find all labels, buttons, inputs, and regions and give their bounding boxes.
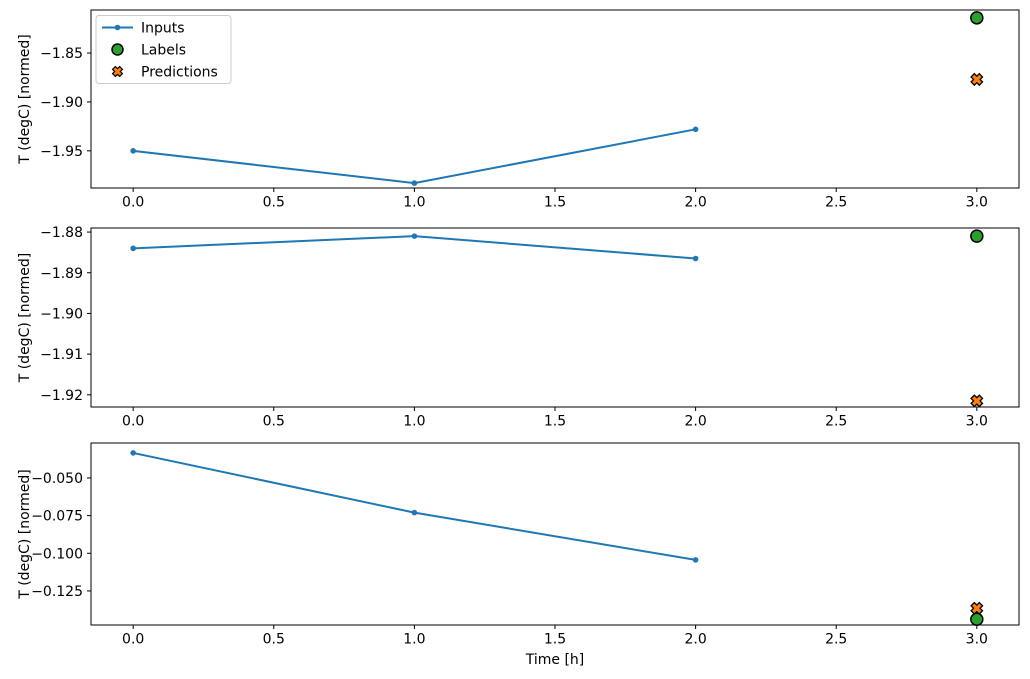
x-tick-label: 2.5 bbox=[825, 195, 847, 211]
x-tick-label: 2.5 bbox=[825, 632, 847, 648]
x-tick-label: 3.0 bbox=[966, 632, 988, 648]
labels-marker bbox=[970, 229, 984, 243]
y-tick-label: −0.050 bbox=[31, 471, 83, 487]
inputs-marker bbox=[692, 255, 699, 262]
x-tick-label: 2.0 bbox=[684, 195, 706, 211]
x-tick-label: 2.5 bbox=[825, 414, 847, 430]
inputs-line bbox=[132, 451, 696, 561]
legend: Inputs Labels Predictions bbox=[95, 15, 232, 84]
y-tick-label: −1.90 bbox=[40, 95, 83, 111]
labels-marker bbox=[970, 11, 984, 25]
x-tick-label: 3.0 bbox=[966, 414, 988, 430]
inputs-line bbox=[133, 235, 696, 260]
x-tick-label: 1.5 bbox=[544, 414, 566, 430]
x-axis-label: Time [h] bbox=[525, 652, 585, 668]
y-axis-label: T (degC) [normed] bbox=[17, 469, 33, 600]
inputs-marker bbox=[692, 557, 699, 563]
legend-inputs-dot bbox=[114, 24, 121, 31]
subplot-1: 0.0 0.5 1.0 1.5 2.0 2.5 3.0 −1.85 −1.90 −1.95 T (d… bbox=[17, 9, 1020, 211]
y-tick-label: −1.90 bbox=[40, 306, 83, 322]
x-tick-label: 0.5 bbox=[263, 632, 285, 648]
inputs-marker bbox=[411, 180, 418, 186]
y-axis-label: T (degC) [normed] bbox=[17, 253, 33, 384]
predictions-marker bbox=[970, 72, 984, 87]
predictions-marker bbox=[970, 601, 984, 615]
legend-label: Predictions bbox=[141, 65, 218, 81]
legend-predictions-sample bbox=[111, 65, 124, 78]
x-tick-label: 0.0 bbox=[122, 195, 144, 211]
x-tick-label: 1.0 bbox=[403, 414, 425, 430]
labels-marker bbox=[970, 612, 984, 627]
inputs-line bbox=[133, 128, 696, 185]
legend-box bbox=[95, 15, 232, 84]
x-tick-label: 2.0 bbox=[684, 414, 706, 430]
y-tick-label: −0.075 bbox=[31, 509, 83, 525]
legend-item-predictions: Predictions bbox=[111, 65, 218, 81]
subplot-3: 0.0 0.5 1.0 1.5 2.0 2.5 3.0 −0.050 −0.075 −0.100 −… bbox=[17, 442, 1020, 668]
x-tick-label: 0.0 bbox=[122, 632, 144, 648]
axes-frame bbox=[90, 227, 1020, 408]
y-tick-label: −1.89 bbox=[40, 266, 83, 282]
y-tick-label: −0.100 bbox=[31, 546, 83, 562]
x-tick-label: 0.5 bbox=[263, 414, 285, 430]
y-tick-label: −1.88 bbox=[40, 225, 83, 241]
x-tick-label: 0.5 bbox=[263, 195, 285, 211]
inputs-marker bbox=[411, 233, 418, 239]
inputs-marker bbox=[411, 509, 418, 516]
inputs-marker bbox=[692, 126, 699, 133]
legend-labels-sample bbox=[111, 43, 124, 56]
x-tick-label: 1.5 bbox=[544, 632, 566, 648]
x-tick-label: 1.0 bbox=[403, 632, 425, 648]
axes-frame bbox=[90, 442, 1020, 626]
x-tick-label: 2.0 bbox=[684, 632, 706, 648]
x-tick-label: 3.0 bbox=[966, 195, 988, 211]
subplot-2: 0.0 0.5 1.0 1.5 2.0 2.5 3.0 −1.88 −1.89 −1.90 −1.9… bbox=[17, 225, 1020, 430]
legend-item-labels: Labels bbox=[111, 43, 186, 59]
inputs-marker bbox=[130, 245, 136, 252]
x-tick-label: 1.0 bbox=[403, 195, 425, 211]
predictions-marker bbox=[970, 394, 984, 408]
legend-item-inputs: Inputs bbox=[102, 21, 185, 37]
inputs-marker bbox=[130, 148, 136, 154]
x-tick-label: 0.0 bbox=[122, 414, 144, 430]
y-tick-label: −1.95 bbox=[40, 144, 83, 160]
y-tick-label: −1.85 bbox=[40, 46, 83, 62]
y-tick-label: −1.91 bbox=[40, 347, 83, 363]
legend-label: Labels bbox=[141, 43, 186, 59]
y-tick-label: −1.92 bbox=[40, 388, 83, 404]
legend-label: Inputs bbox=[141, 21, 185, 37]
x-tick-label: 1.5 bbox=[544, 195, 566, 211]
y-tick-label: −0.125 bbox=[31, 584, 83, 600]
inputs-marker bbox=[130, 450, 136, 456]
y-axis-label: T (degC) [normed] bbox=[17, 34, 33, 165]
